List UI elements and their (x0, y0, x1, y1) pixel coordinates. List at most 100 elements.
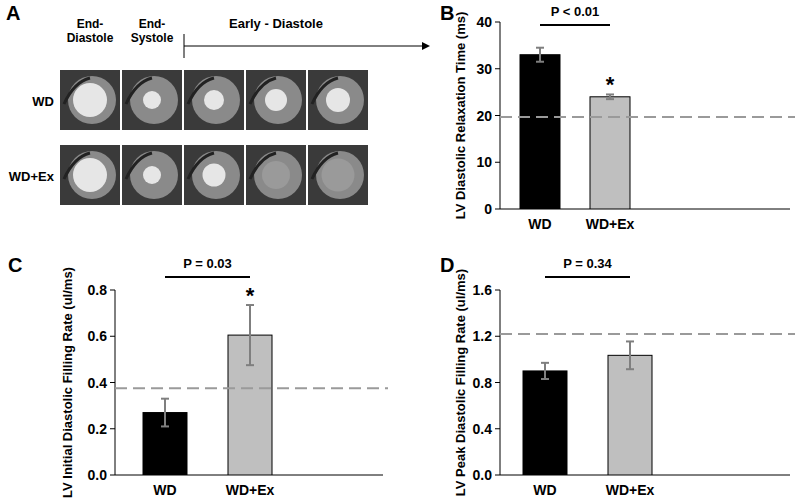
mri-background (246, 70, 306, 130)
bar (520, 55, 560, 209)
significance-mark: * (246, 283, 255, 308)
panel-label: A (6, 2, 20, 24)
mri-cavity (326, 88, 350, 112)
y-tick-label: 0.0 (88, 467, 108, 483)
bar-chart: B010203040LV Diastolic Relaxation Time (… (440, 2, 795, 232)
y-tick (495, 68, 500, 69)
y-tick (495, 209, 500, 210)
y-tick (495, 290, 500, 291)
plot-area (500, 334, 795, 475)
p-value: P = 0.03 (183, 256, 232, 271)
mri-background (308, 145, 368, 205)
y-tick-label: 40 (476, 14, 492, 30)
bracket (165, 276, 250, 278)
y-tick-label: 0 (484, 201, 492, 217)
y-axis-label: LV Diastolic Relaxation Time (ms) (453, 12, 468, 220)
error-line (629, 341, 631, 369)
mri-rv (312, 153, 338, 179)
y-axis (500, 290, 501, 475)
mri-image (308, 145, 368, 205)
mri-background (122, 70, 182, 130)
panel-label: C (8, 254, 22, 276)
column-label-line: End- (139, 17, 166, 31)
mri-rv (64, 153, 90, 179)
mri-rv (250, 153, 276, 179)
mri-cavity (204, 90, 224, 110)
mri-image (122, 145, 182, 205)
bar-chart: C0.00.20.40.60.8LV Initial Diastolic Fil… (8, 254, 388, 498)
p-value: P = 0.34 (563, 256, 612, 271)
mri-background (184, 70, 244, 130)
y-tick-label: 0.2 (88, 421, 108, 437)
error-cap (161, 398, 169, 400)
reference-line (115, 387, 388, 389)
mri-rv (250, 78, 276, 104)
y-tick (495, 475, 500, 476)
mri-cavity (262, 161, 290, 189)
mri-wall (192, 151, 240, 199)
mri-cavity (73, 158, 107, 192)
mri-cavity (73, 83, 107, 117)
bar (590, 97, 630, 209)
column-label-line: End- (77, 17, 104, 31)
mri-rv (64, 78, 90, 104)
mri-background (60, 70, 120, 130)
y-axis (115, 290, 116, 475)
p-value: P < 0.01 (551, 4, 600, 19)
mri-rv (188, 78, 214, 104)
error-cap (606, 98, 614, 100)
mri-background (308, 70, 368, 130)
mri-wall (192, 76, 240, 124)
bar (523, 371, 567, 475)
error-cap (541, 378, 549, 380)
bar-chart: D0.00.40.81.21.6LV Peak Diastolic Fillin… (440, 254, 795, 498)
mri-wall (68, 151, 116, 199)
error-line (249, 305, 251, 365)
plot-area (115, 305, 388, 475)
bar (608, 355, 652, 475)
mri-wall (68, 76, 116, 124)
x-tick-label: WD (533, 482, 556, 498)
mri-cavity (143, 166, 161, 184)
y-tick-label: 20 (476, 108, 492, 124)
y-axis-label: LV Peak Diastolic Filling Rate (ul/ms) (453, 269, 468, 496)
error-line (539, 48, 541, 62)
x-tick-label: WD+Ex (226, 482, 275, 498)
row-label: WD+Ex (9, 169, 55, 184)
mri-image (60, 145, 120, 205)
x-tick-label: WD (153, 482, 176, 498)
x-tick-label: WD (528, 216, 551, 232)
mri-cavity (143, 91, 161, 109)
mri-image (184, 145, 244, 205)
mri-background (184, 145, 244, 205)
y-axis (500, 22, 501, 209)
error-bar (536, 48, 544, 62)
bracket (545, 276, 630, 278)
mri-rv (126, 153, 152, 179)
row-label: WD (32, 94, 54, 109)
y-tick-label: 0.8 (88, 282, 108, 298)
error-bar (541, 363, 549, 379)
error-bar (161, 399, 169, 427)
mri-background (246, 145, 306, 205)
error-cap (626, 368, 634, 370)
error-line (544, 363, 546, 379)
y-tick (110, 382, 115, 383)
significance-mark: * (606, 72, 615, 97)
y-tick (110, 336, 115, 337)
error-cap (541, 362, 549, 364)
error-cap (536, 61, 544, 63)
error-bar (246, 305, 254, 365)
mri-background (122, 145, 182, 205)
error-cap (246, 364, 254, 366)
y-tick-label: 0.0 (473, 467, 493, 483)
y-tick-label: 1.2 (473, 328, 493, 344)
y-tick (110, 290, 115, 291)
error-cap (161, 425, 169, 427)
y-tick-label: 0.6 (88, 328, 108, 344)
column-label-line: Diastole (67, 31, 114, 45)
mri-wall (316, 76, 364, 124)
column-label-line: Systole (131, 31, 174, 45)
mri-cavity (322, 159, 355, 192)
mri-wall (130, 151, 178, 199)
